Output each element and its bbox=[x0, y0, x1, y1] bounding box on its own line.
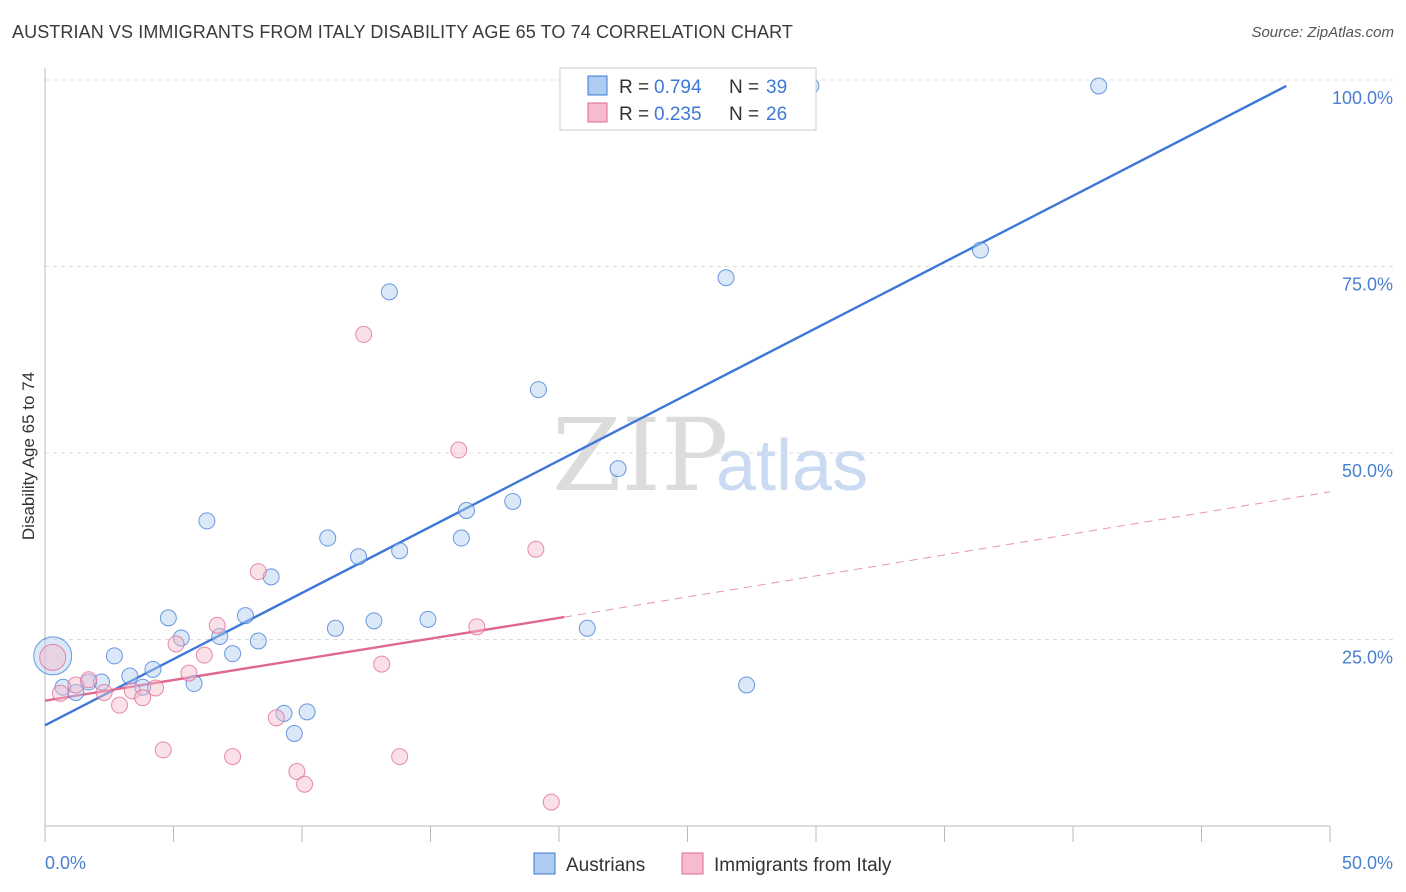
italy-point bbox=[224, 748, 242, 766]
italy-point bbox=[67, 676, 85, 694]
italy-point bbox=[51, 684, 69, 702]
austrians-point bbox=[1090, 77, 1108, 95]
austrians-point bbox=[198, 512, 216, 530]
y-tick-label-75: 75.0% bbox=[1342, 275, 1393, 295]
data-points bbox=[33, 77, 1108, 811]
italy-point bbox=[167, 635, 185, 653]
austrians-point bbox=[144, 660, 162, 678]
italy-point bbox=[373, 655, 391, 673]
trend-extension-1 bbox=[564, 491, 1331, 618]
italy-point bbox=[95, 683, 113, 701]
legend-r-label-austrians: R = bbox=[619, 77, 649, 98]
italy-point bbox=[450, 441, 468, 459]
trend-line-1 bbox=[44, 615, 565, 702]
legend: R = 0.794 N = 39 R = 0.235 N = 26 bbox=[559, 67, 817, 131]
x-tick-label-min: 0.0% bbox=[45, 853, 86, 873]
austrians-point bbox=[457, 501, 475, 519]
bottom-legend: Austrians Immigrants from Italy bbox=[533, 852, 892, 876]
austrians-point bbox=[236, 607, 254, 625]
austrians-point bbox=[529, 381, 547, 399]
italy-point bbox=[111, 696, 129, 714]
grid bbox=[45, 79, 1395, 640]
legend-swatch-italy bbox=[587, 102, 608, 123]
austrians-point bbox=[249, 632, 267, 650]
italy-point bbox=[123, 682, 141, 700]
austrians-point bbox=[609, 460, 627, 478]
legend-r-label-italy: R = bbox=[619, 104, 649, 125]
legend-r-value-italy: 0.235 bbox=[654, 104, 702, 125]
italy-point bbox=[267, 709, 285, 727]
bottom-legend-swatch-austrians bbox=[533, 852, 556, 875]
austrians-point bbox=[578, 619, 596, 637]
legend-n-value-austrians: 39 bbox=[766, 77, 787, 98]
austrians-point bbox=[185, 675, 203, 693]
italy-point bbox=[147, 679, 165, 697]
x-ticks bbox=[44, 826, 1331, 842]
italy-point bbox=[134, 689, 152, 707]
italy-point bbox=[80, 671, 98, 689]
austrians-point bbox=[380, 283, 398, 301]
y-tick-label-25: 25.0% bbox=[1342, 648, 1393, 668]
austrians-point bbox=[93, 673, 111, 691]
italy-point bbox=[249, 563, 267, 581]
italy-point bbox=[296, 775, 314, 793]
austrians-point bbox=[224, 645, 242, 663]
austrians-point bbox=[298, 703, 316, 721]
austrians-point bbox=[211, 628, 229, 646]
italy-point bbox=[208, 616, 226, 634]
source-label: Source: ZipAtlas.com bbox=[1251, 24, 1394, 41]
austrians-point bbox=[738, 676, 756, 694]
italy-point bbox=[154, 741, 172, 759]
y-tick-label-50: 50.0% bbox=[1342, 461, 1393, 481]
legend-swatch-austrians bbox=[587, 75, 608, 96]
italy-point bbox=[468, 618, 486, 636]
italy-point bbox=[391, 748, 409, 766]
italy-point bbox=[542, 793, 560, 811]
y-tick-label-100: 100.0% bbox=[1332, 88, 1393, 108]
austrians-point bbox=[319, 529, 337, 547]
bottom-legend-italy: Immigrants from Italy bbox=[714, 855, 892, 876]
y-tick-labels: 25.0% 50.0% 75.0% 100.0% bbox=[1332, 88, 1393, 668]
austrians-point bbox=[717, 269, 735, 287]
italy-point bbox=[195, 646, 213, 664]
austrians-point bbox=[285, 724, 303, 742]
austrians-point bbox=[105, 647, 123, 665]
italy-point bbox=[355, 325, 373, 343]
austrians-point bbox=[971, 241, 989, 259]
italy-point bbox=[288, 763, 306, 781]
austrians-point bbox=[326, 619, 344, 637]
trend-line-0 bbox=[44, 84, 1287, 727]
legend-r-value-austrians: 0.794 bbox=[654, 77, 702, 98]
watermark-atlas: atlas bbox=[716, 426, 868, 506]
austrians-point bbox=[350, 548, 368, 566]
austrians-point bbox=[121, 667, 139, 685]
y-axis-label: Disability Age 65 to 74 bbox=[19, 372, 38, 540]
austrians-point bbox=[159, 609, 177, 627]
italy-point bbox=[527, 540, 545, 558]
legend-n-label-austrians: N = bbox=[729, 77, 759, 98]
legend-n-label-italy: N = bbox=[729, 104, 759, 125]
bottom-legend-austrians: Austrians bbox=[566, 855, 645, 876]
italy-point bbox=[39, 643, 67, 671]
austrians-point bbox=[419, 610, 437, 628]
austrians-point bbox=[504, 492, 522, 510]
trend-lines bbox=[44, 84, 1331, 727]
austrians-point bbox=[391, 542, 409, 560]
austrians-point bbox=[262, 568, 280, 586]
austrians-point bbox=[452, 529, 470, 547]
bottom-legend-swatch-italy bbox=[681, 852, 704, 875]
x-tick-label-max: 50.0% bbox=[1342, 853, 1393, 873]
austrians-point bbox=[67, 683, 85, 701]
watermark-zip: ZIP bbox=[552, 397, 728, 514]
austrians-point bbox=[33, 636, 73, 676]
italy-point bbox=[180, 664, 198, 682]
austrians-point bbox=[365, 612, 383, 630]
chart-title: AUSTRIAN VS IMMIGRANTS FROM ITALY DISABI… bbox=[12, 22, 794, 42]
legend-n-value-italy: 26 bbox=[766, 104, 787, 125]
